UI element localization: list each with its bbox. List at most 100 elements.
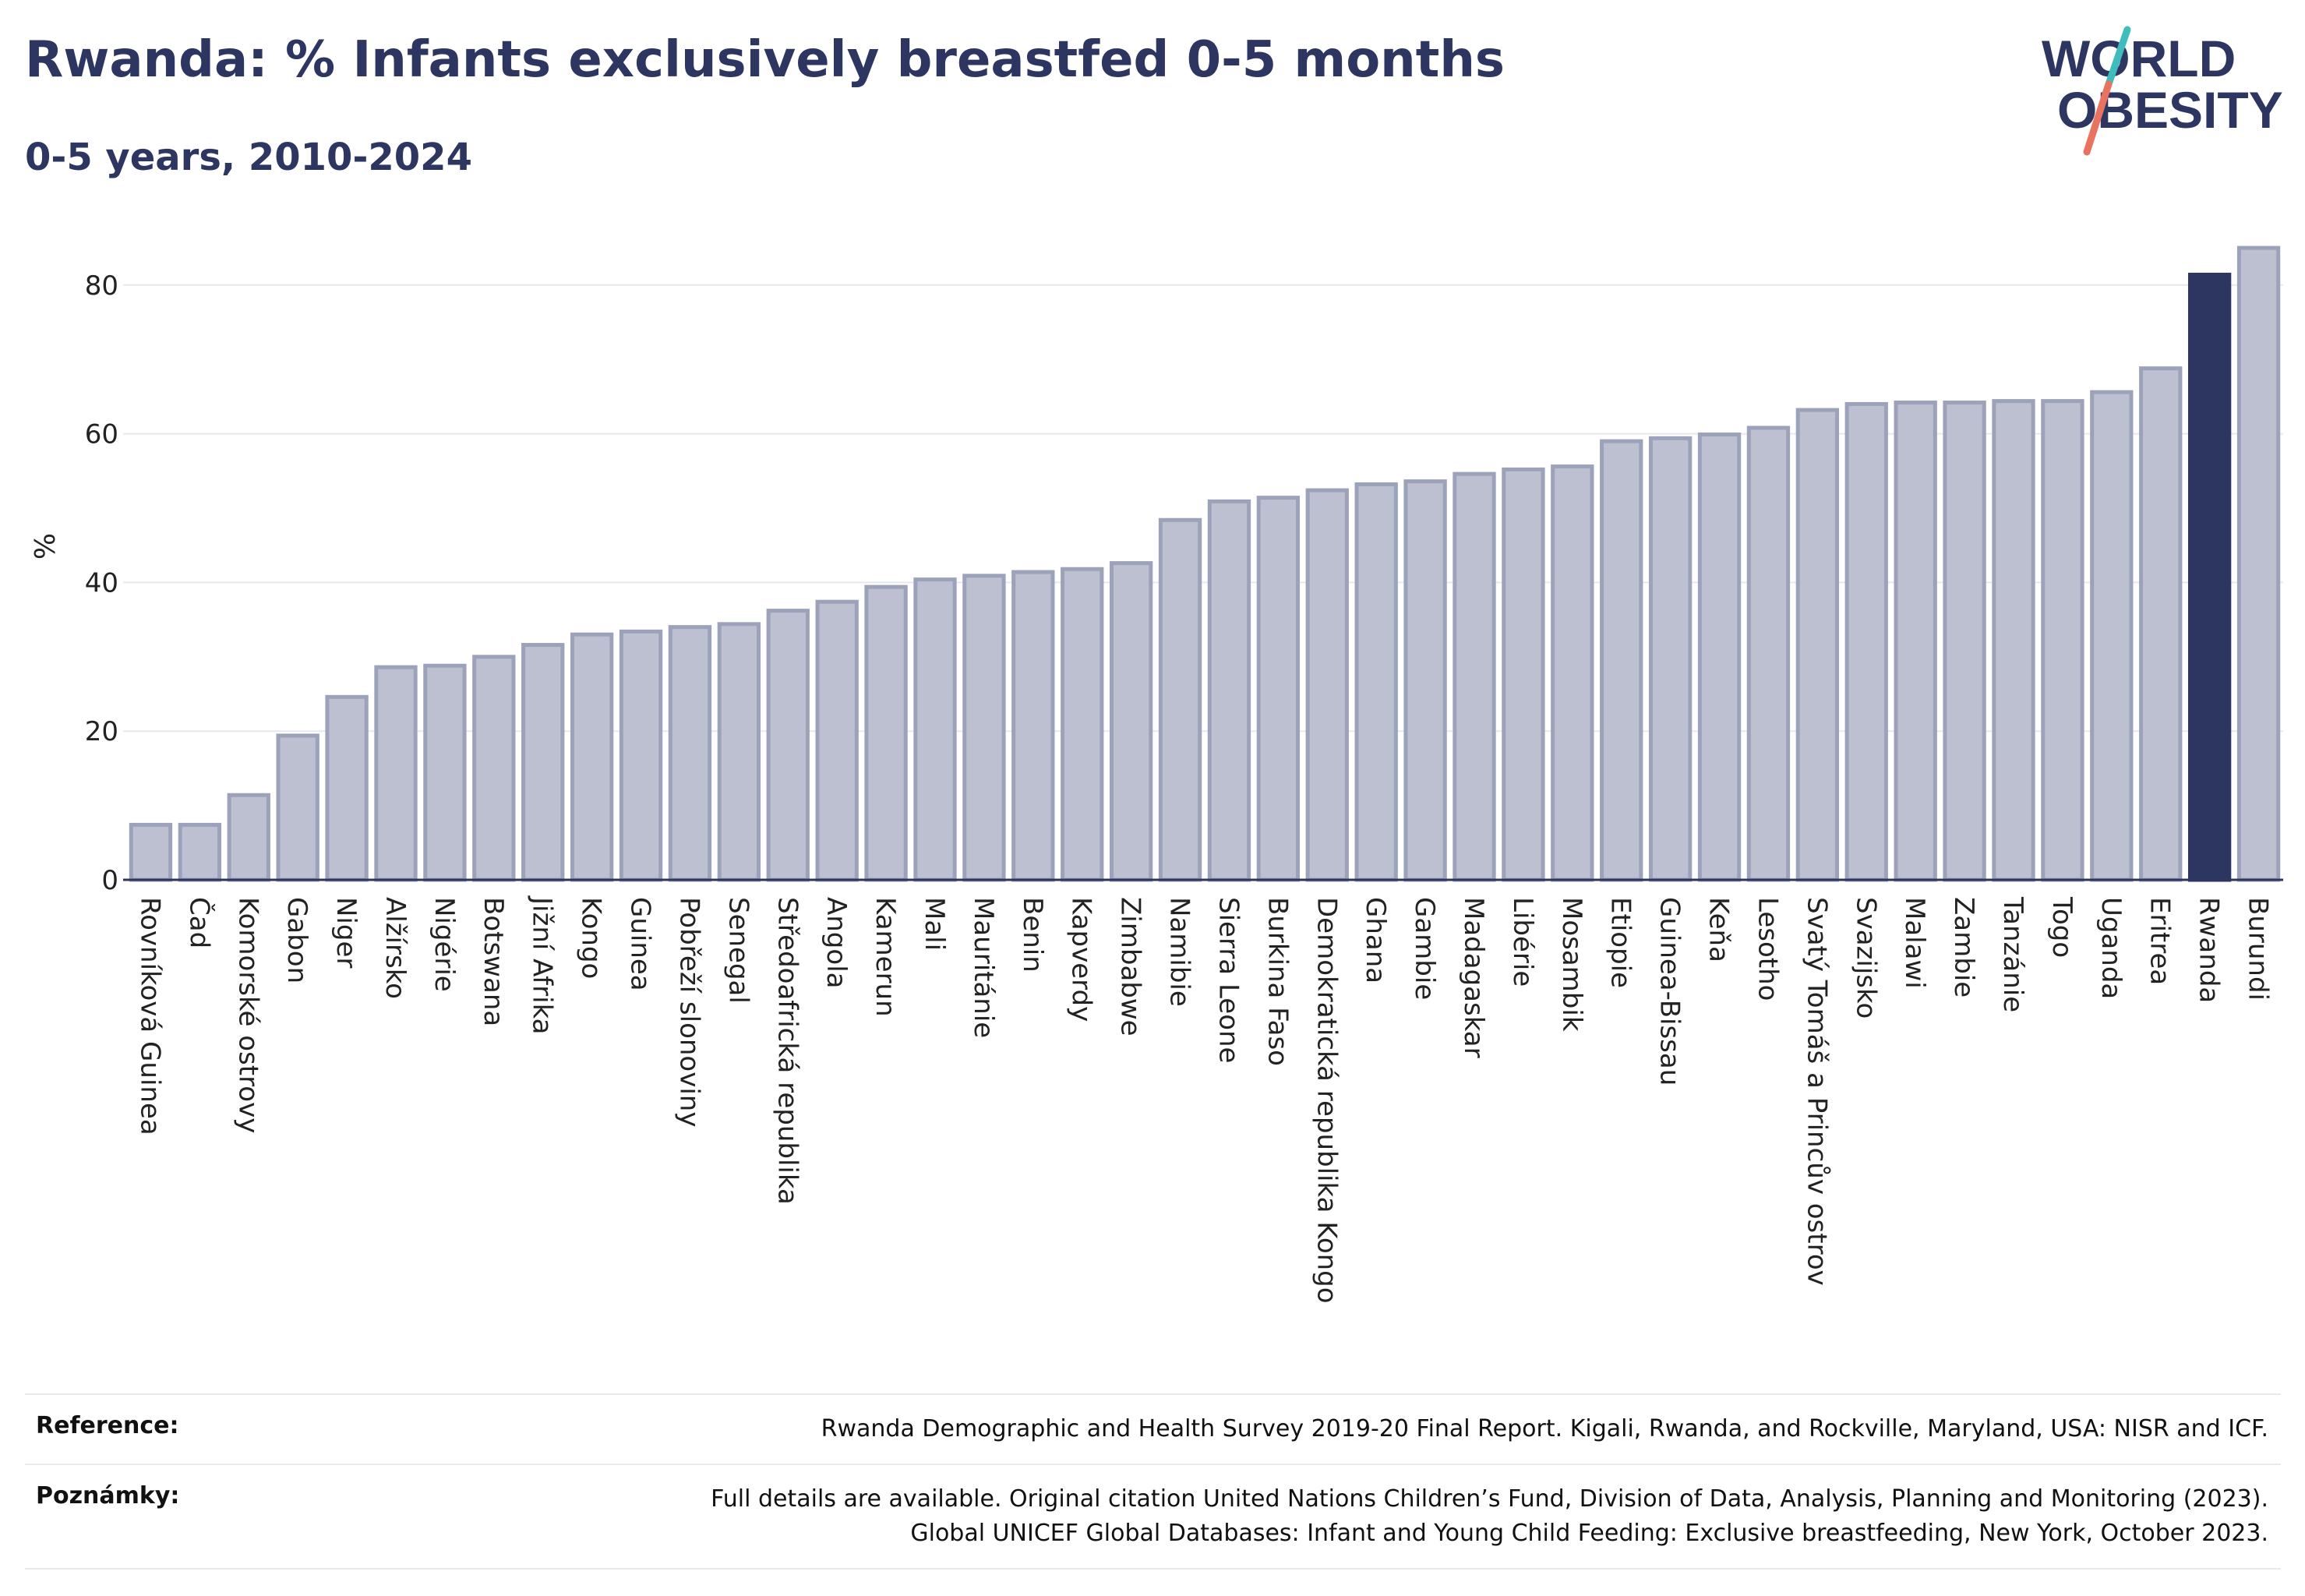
bar — [2236, 245, 2281, 882]
x-tick-label: Togo — [2046, 896, 2077, 958]
bar — [1453, 471, 1496, 882]
logo-text-world: WORLD — [2042, 30, 2236, 87]
x-tick-label: Rovníková Guinea — [134, 897, 165, 1135]
x-tick-label: Burkina Faso — [1262, 897, 1293, 1066]
bar — [1011, 570, 1055, 882]
x-tick-label: Madagaskar — [1458, 897, 1489, 1058]
bar — [472, 655, 516, 882]
bar — [1844, 401, 1888, 882]
x-tick-label: Kapverdy — [1066, 897, 1097, 1022]
x-tick-label: Malawi — [1899, 897, 1930, 989]
notes-line-2: Global UNICEF Global Databases: Infant a… — [910, 1520, 2268, 1547]
bar — [325, 694, 369, 882]
y-tick-label: 20 — [85, 716, 118, 747]
y-tick-label: 0 — [101, 865, 118, 896]
bar — [1305, 488, 1349, 882]
bar — [1061, 567, 1104, 882]
bar — [1158, 517, 1202, 882]
x-tick-label: Pobřeží slonoviny — [673, 897, 704, 1127]
footer-table: Reference: Rwanda Demographic and Health… — [25, 1393, 2281, 1570]
bar — [276, 733, 319, 882]
x-tick-label: Středoafrická republika — [771, 897, 803, 1205]
bar — [1600, 439, 1643, 882]
x-tick-label: Sierra Leone — [1213, 897, 1244, 1063]
bar — [766, 609, 810, 882]
x-tick-label: Demokratická republika Kongo — [1311, 897, 1342, 1304]
x-tick-label: Kongo — [576, 897, 607, 979]
bar — [1109, 561, 1153, 882]
x-tick-label: Gabon — [281, 897, 312, 983]
chart-subtitle: 0-5 years, 2010-2024 — [25, 136, 472, 179]
x-tick-label: Guinea — [625, 897, 656, 991]
x-tick-label: Eritrea — [2144, 897, 2176, 985]
bar — [178, 822, 222, 882]
y-tick-label: 40 — [85, 567, 118, 598]
y-axis-label: % — [30, 533, 62, 560]
bar — [1697, 433, 1742, 882]
bar — [2139, 366, 2183, 882]
world-obesity-logo: WORLD OBESITY — [2042, 26, 2283, 156]
x-tick-label: Mali — [919, 897, 950, 951]
bar — [1207, 499, 1251, 882]
bar — [1354, 482, 1398, 882]
x-tick-label: Zambie — [1948, 897, 1979, 998]
notes-text: Full details are available. Original cit… — [711, 1482, 2268, 1551]
x-tick-label: Jižní Afrika — [527, 895, 558, 1035]
x-tick-label: Etiopie — [1605, 897, 1636, 988]
bar — [227, 793, 270, 882]
x-tick-label: Mosambik — [1556, 897, 1587, 1032]
logo-slash-teal — [2105, 26, 2131, 88]
x-tick-label: Gambie — [1409, 897, 1440, 1000]
bar — [129, 822, 173, 882]
x-tick-label: Ghana — [1360, 897, 1391, 983]
y-tick-label: 80 — [85, 270, 118, 302]
bar — [1894, 401, 1937, 882]
x-tick-label: Kamerun — [870, 897, 901, 1017]
x-tick-label: Mauritánie — [968, 897, 999, 1038]
x-tick-label: Senegal — [722, 897, 754, 1004]
x-tick-label: Guinea-Bissau — [1654, 897, 1686, 1086]
bar — [521, 643, 565, 882]
x-tick-label: Alžírsko — [379, 897, 411, 999]
x-tick-label: Svazijsko — [1850, 897, 1881, 1019]
x-tick-label: Botswana — [478, 897, 509, 1026]
bar — [1943, 401, 1986, 882]
bar — [815, 599, 859, 882]
reference-row: Reference: Rwanda Demographic and Health… — [25, 1393, 2281, 1464]
x-tick-label: Benin — [1017, 897, 1048, 973]
x-tick-label: Niger — [330, 897, 362, 968]
x-tick-label: Svatý Tomáš a Princův ostrov — [1801, 897, 1832, 1286]
bar — [1648, 436, 1693, 882]
bar — [570, 632, 614, 882]
x-tick-label: Rwanda — [2194, 897, 2225, 1003]
bar — [1795, 408, 1840, 882]
x-tick-label: Keňa — [1703, 897, 1735, 962]
x-tick-label: Angola — [821, 897, 852, 988]
chart-title: Rwanda: % Infants exclusively breastfed … — [25, 31, 1505, 89]
bar — [1992, 399, 2035, 882]
bar — [2090, 390, 2134, 882]
bar — [1551, 464, 1594, 882]
bar — [1403, 479, 1447, 882]
notes-line-1: Full details are available. Original cit… — [711, 1485, 2268, 1513]
bar — [1746, 425, 1791, 882]
bar — [913, 577, 957, 882]
notes-label: Poznámky: — [36, 1482, 180, 1509]
x-tick-label: Lesotho — [1752, 897, 1783, 1001]
x-tick-label: Nigérie — [429, 897, 460, 992]
x-tick-label: Burundi — [2243, 897, 2274, 1001]
bar — [423, 663, 467, 882]
bar — [668, 625, 712, 882]
x-tick-label: Libérie — [1507, 897, 1538, 987]
bar — [619, 629, 663, 882]
bar — [962, 574, 1006, 882]
reference-label: Reference: — [36, 1412, 179, 1439]
x-tick-label: Komorské ostrovy — [232, 897, 263, 1133]
y-tick-label: 60 — [85, 419, 118, 450]
logo-slash-red — [2083, 80, 2113, 156]
x-tick-label: Namibie — [1164, 897, 1195, 1007]
reference-text: Rwanda Demographic and Health Survey 201… — [821, 1415, 2268, 1442]
bar — [1502, 467, 1545, 882]
x-tick-label: Zimbabwe — [1115, 897, 1146, 1036]
notes-row: Poznámky: Full details are available. Or… — [25, 1464, 2281, 1570]
